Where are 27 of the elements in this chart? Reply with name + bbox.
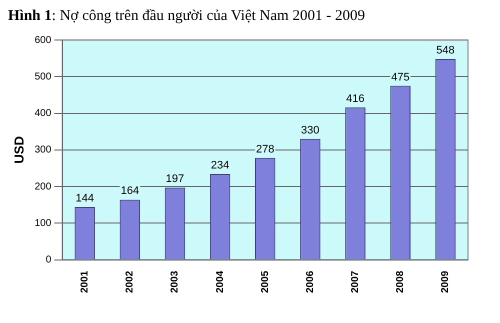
y-tick-label: 0: [46, 254, 52, 266]
x-tick-label: 2006: [304, 270, 316, 294]
data-label: 234: [210, 160, 230, 172]
data-label: 144: [76, 192, 94, 205]
x-tick-label: 2008: [395, 270, 406, 294]
y-axis-title: USD: [11, 136, 26, 164]
x-tick-label: 2002: [124, 270, 136, 294]
data-label: 416: [346, 92, 364, 105]
x-tick-label: 2001: [80, 270, 91, 294]
data-label: 197: [166, 173, 184, 186]
data-label: 475: [391, 71, 410, 84]
chart-title: Hình 1: Nợ công trên đầu người của Việt Nam 2001 - 2009: [8, 8, 365, 24]
data-label: 548: [436, 44, 455, 57]
y-tick-label: 200: [34, 181, 52, 192]
y-tick-label: 500: [34, 71, 52, 82]
x-tick-label: 2009: [440, 270, 452, 294]
x-tick-label: 2003: [170, 270, 181, 294]
data-label: 330: [301, 124, 320, 136]
x-tick-label: 2007: [350, 270, 362, 294]
x-tick-label: 2005: [260, 270, 271, 294]
y-tick-label: 400: [34, 108, 52, 119]
y-tick-label: 600: [34, 34, 52, 46]
y-tick-label: 300: [34, 144, 52, 156]
data-label: 164: [120, 185, 140, 198]
data-label: 278: [256, 143, 274, 156]
x-tick-label: 2004: [214, 270, 226, 294]
y-tick-label: 100: [34, 218, 52, 229]
